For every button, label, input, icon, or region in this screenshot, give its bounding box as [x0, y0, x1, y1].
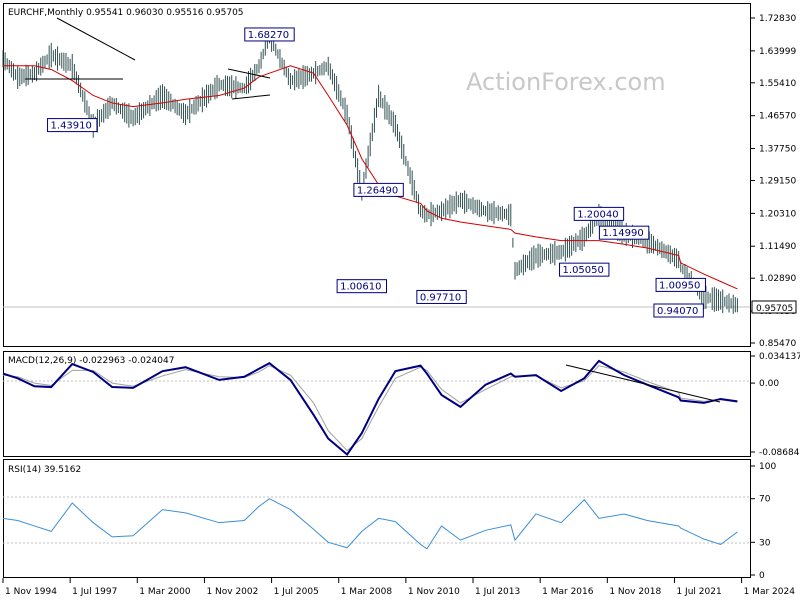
price-annotation: 1.20040 [573, 206, 625, 221]
annotation-label: 1.26490 [357, 185, 398, 196]
annotation-box [47, 118, 98, 133]
macd-trendline [565, 364, 721, 403]
price-header: EURCHF,Monthly 0.95541 0.96030 0.95516 0… [8, 8, 244, 18]
trendline-1997 [56, 17, 136, 61]
price-tick-label: 1.72830 [759, 14, 796, 24]
annotation-box [653, 303, 704, 318]
annotation-box [655, 277, 706, 292]
price-annotation: 1.43910 [47, 118, 98, 133]
annotation-label: 1.00610 [340, 282, 381, 293]
x-tick-label: 1 Jul 2013 [475, 587, 520, 597]
x-tick-label: 1 Nov 2010 [408, 587, 460, 597]
rsi-line [2, 498, 738, 550]
price-annotations: 1.68270 1.43910 1.26490 1.00610 0.97710 1.200… [47, 27, 706, 318]
annotation-box [573, 206, 625, 221]
price-tick-label: 1.55410 [759, 79, 796, 89]
macd-line [2, 359, 738, 456]
annotation-label: 1.43910 [51, 121, 92, 132]
price-annotation: 0.97710 [416, 289, 467, 304]
macd-y-axis: 0.034137 0.00 -0.086849 [750, 352, 800, 458]
price-annotation: 1.26490 [353, 182, 404, 197]
x-tick-label: 1 Mar 2024 [744, 587, 796, 597]
annotation-label: 1.00950 [659, 280, 700, 291]
rsi-y-axis: 100 70 30 0 [750, 462, 776, 581]
rsi-tick-label: 70 [759, 495, 771, 505]
x-tick-label: 1 Nov 2002 [206, 587, 258, 597]
annotation-label: 0.94070 [657, 306, 698, 317]
price-annotation: 1.05050 [559, 262, 610, 277]
annotation-box [559, 262, 610, 277]
macd-tick-label: 0.00 [759, 379, 779, 389]
macd-panel: MACD(12,26,9) -0.022963 -0.024047 0.0341… [2, 351, 800, 458]
price-tick-label: 1.46570 [759, 112, 796, 122]
x-axis: 1 Nov 1994 1 Jul 1997 1 Mar 2000 1 Nov 2002… [2, 578, 796, 597]
price-tick-label: 1.63999 [759, 47, 796, 57]
annotation-box [416, 289, 467, 304]
price-annotation: 1.00610 [336, 279, 388, 294]
watermark: ActionForex.com [466, 68, 666, 96]
x-tick-label: 1 Jul 2005 [274, 587, 319, 597]
x-tick-label: 1 Mar 2016 [542, 587, 594, 597]
x-tick-label: 1 Mar 2000 [139, 587, 191, 597]
price-panel: EURCHF,Monthly 0.95541 0.96030 0.95516 0… [2, 3, 797, 349]
annotation-box [598, 225, 650, 240]
price-tick-label: 1.37750 [759, 145, 796, 155]
price-tick-label: 1.02890 [759, 274, 796, 284]
annotation-box [244, 27, 295, 42]
rsi-tick-label: 100 [759, 462, 776, 472]
annotation-label: 1.14990 [602, 228, 643, 239]
annotation-label: 1.68270 [248, 30, 289, 41]
price-annotation: 1.00950 [655, 277, 706, 292]
price-annotation: 1.14990 [598, 225, 650, 240]
annotation-box [336, 279, 388, 294]
price-annotation: 0.94070 [653, 303, 704, 318]
macd-panel-frame [3, 351, 751, 457]
annotation-label: 1.20040 [577, 209, 618, 220]
macd-tick-label: 0.034137 [759, 352, 800, 362]
x-tick-label: 1 Nov 2018 [609, 587, 661, 597]
trendline-2004-lower [231, 94, 271, 100]
macd-header: MACD(12,26,9) -0.022963 -0.024047 [8, 356, 174, 366]
price-annotation: 1.68270 [244, 27, 295, 42]
rsi-tick-label: 30 [759, 538, 771, 548]
x-tick-label: 1 Mar 2008 [341, 587, 393, 597]
trendlines [25, 17, 271, 100]
rsi-header: RSI(14) 39.5162 [8, 465, 81, 475]
x-tick-label: 1 Nov 1994 [5, 587, 57, 597]
price-tick-label: 1.20310 [759, 209, 796, 219]
current-price-label: 0.95705 [756, 304, 793, 314]
price-tick-label: 1.29150 [759, 177, 796, 187]
current-price-box [751, 300, 797, 314]
rsi-tick-label: 0 [759, 571, 765, 581]
price-tick-label: 1.11490 [759, 242, 796, 252]
rsi-panel: RSI(14) 39.5162 100 70 30 0 [2, 459, 776, 581]
annotation-box [353, 182, 404, 197]
x-tick-label: 1 Jul 2021 [676, 587, 721, 597]
current-price-tag: 0.95705 [751, 300, 797, 314]
annotation-label: 0.97710 [420, 292, 461, 303]
macd-tick-label: -0.086849 [759, 448, 800, 458]
x-tick-label: 1 Jul 1997 [72, 587, 117, 597]
price-panel-frame [3, 3, 751, 347]
annotation-label: 1.05050 [563, 265, 604, 276]
price-tick-label: 0.85470 [759, 339, 796, 349]
trendline-2004-upper [227, 68, 271, 79]
